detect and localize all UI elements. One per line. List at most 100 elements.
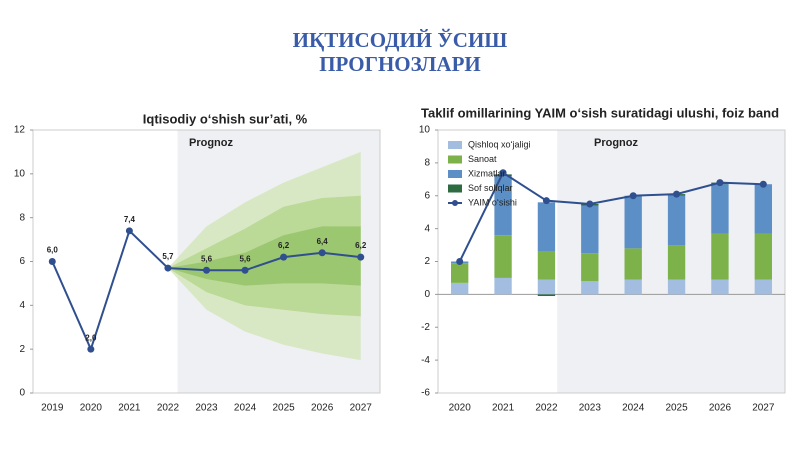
legend-label: YAIM o‘sishi — [468, 197, 517, 207]
page-title: ПРОГНОЗЛАРИ — [319, 52, 481, 76]
forecast-label: Prognoz — [594, 137, 638, 149]
data-label: 6,2 — [278, 241, 290, 250]
legend-swatch — [448, 141, 462, 149]
y-tick-label: 0 — [19, 388, 25, 399]
y-tick-label: 10 — [419, 125, 431, 136]
bar-segment — [581, 281, 599, 295]
y-tick-label: 12 — [14, 125, 26, 136]
x-tick-label: 2027 — [350, 403, 373, 414]
y-tick-label: 8 — [424, 158, 430, 169]
x-tick-label: 2021 — [118, 403, 141, 414]
data-label: 6,0 — [47, 246, 59, 255]
data-label: 5,7 — [162, 252, 174, 261]
x-tick-label: 2025 — [272, 403, 295, 414]
legend-swatch — [448, 170, 462, 178]
bar-segment — [754, 233, 772, 280]
bar-segment — [494, 235, 512, 278]
y-tick-label: -4 — [421, 355, 430, 366]
data-label: 6,2 — [355, 241, 367, 250]
point — [499, 169, 507, 177]
x-tick-label: 2021 — [492, 403, 515, 414]
y-tick-label: 2 — [19, 344, 25, 355]
point — [586, 200, 594, 208]
bar-segment — [754, 279, 772, 295]
bar-segment — [537, 279, 556, 295]
point — [673, 190, 681, 198]
x-tick-label: 2022 — [535, 403, 558, 414]
point — [48, 258, 56, 265]
chart-title: Iqtisodiy o‘shish sur’ati, % — [143, 111, 308, 126]
y-tick-label: 10 — [14, 168, 26, 179]
bar-segment — [581, 205, 599, 254]
line — [458, 171, 764, 262]
x-tick-label: 2027 — [752, 403, 775, 414]
bar-segment — [711, 184, 729, 234]
bar-segment — [667, 195, 686, 246]
legend-marker — [452, 200, 458, 206]
bar-segment — [494, 277, 512, 295]
x-tick-label: 2020 — [80, 403, 103, 414]
point — [456, 258, 464, 265]
legend-label: Sof soliqlar — [468, 183, 513, 193]
chart-title: Taklif omillarining YAIM o‘sish suratida… — [421, 105, 779, 120]
x-tick-label: 2026 — [311, 403, 334, 414]
x-tick-label: 2024 — [234, 403, 257, 414]
bar-segment — [624, 195, 642, 249]
x-tick-label: 2023 — [579, 403, 602, 414]
x-tick-label: 2019 — [41, 403, 64, 414]
legend-label: Xizmatlar — [468, 168, 506, 178]
bar-segment — [537, 202, 556, 252]
y-tick-label: 0 — [424, 289, 430, 300]
bar-segment — [537, 251, 556, 280]
x-tick-label: 2020 — [449, 403, 472, 414]
point — [318, 249, 326, 257]
page-title: ИҚТИСОДИЙ ЎСИШ — [293, 28, 508, 52]
bar-segment — [667, 279, 686, 295]
legend-label: Qishloq xo‘jaligi — [468, 139, 531, 149]
x-tick-label: 2024 — [622, 403, 645, 414]
y-tick-label: 4 — [19, 300, 25, 311]
bar-segment — [667, 245, 686, 280]
point — [357, 253, 365, 261]
point — [280, 253, 288, 261]
x-tick-label: 2023 — [195, 403, 218, 414]
bar-segment — [624, 279, 642, 295]
data-label: 7,4 — [124, 215, 136, 224]
y-tick-label: 4 — [424, 223, 430, 234]
point — [759, 180, 767, 188]
bar-segment — [754, 184, 772, 234]
point — [716, 179, 724, 187]
point — [203, 266, 210, 274]
point — [241, 266, 249, 274]
y-tick-label: 8 — [19, 212, 25, 223]
bar-segment — [581, 253, 599, 282]
y-tick-label: -2 — [421, 322, 430, 333]
point — [87, 345, 95, 353]
point — [164, 264, 172, 272]
legend-swatch — [448, 155, 462, 164]
bar-segment — [537, 294, 556, 297]
bar-segment — [711, 279, 729, 295]
y-tick-label: 6 — [424, 190, 430, 201]
legend-label: Sanoat — [468, 154, 497, 164]
x-tick-label: 2026 — [709, 403, 732, 414]
x-tick-label: 2025 — [665, 403, 688, 414]
data-label: 5,6 — [239, 254, 251, 263]
data-label: 2,0 — [85, 333, 97, 342]
point — [629, 192, 637, 200]
bar-segment — [494, 176, 512, 236]
legend-swatch — [448, 184, 462, 193]
data-label: 6,4 — [317, 237, 329, 246]
forecast-label: Prognoz — [189, 137, 233, 149]
x-tick-label: 2022 — [157, 403, 180, 414]
y-tick-label: -6 — [421, 388, 430, 399]
bar-segment — [624, 248, 642, 280]
y-tick-label: 6 — [19, 256, 25, 267]
y-tick-label: 2 — [424, 256, 430, 267]
point — [542, 197, 550, 205]
bar-segment — [451, 263, 469, 283]
data-label: 5,6 — [201, 254, 213, 263]
bar-segment — [451, 282, 469, 295]
point — [125, 227, 133, 235]
